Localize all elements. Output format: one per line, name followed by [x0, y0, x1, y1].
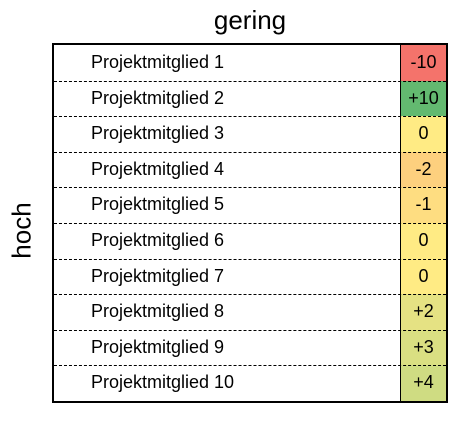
row-label: Projektmitglied 4 [91, 158, 225, 179]
value-cell: 0 [400, 258, 446, 295]
row-separator [54, 258, 446, 260]
row-label: Projektmitglied 6 [91, 230, 225, 250]
row-separator [54, 365, 446, 367]
value-cell: +2 [400, 294, 446, 330]
table-row: Projektmitglied 6 0 [54, 223, 446, 259]
row-separator [54, 80, 446, 82]
row-label: Projektmitglied 2 [91, 87, 225, 108]
row-label: Projektmitglied 7 [91, 265, 225, 286]
table-row: Projektmitglied 5 -1 [54, 187, 446, 223]
row-separator [54, 151, 446, 153]
table-row: Projektmitglied 8 +2 [54, 294, 446, 330]
table-row: Projektmitglied 1 -10 [54, 45, 446, 81]
value-cell: -1 [400, 187, 446, 223]
row-separator [54, 116, 446, 118]
column-axis-label: gering [213, 5, 287, 35]
table-row: Projektmitglied 10 +4 [54, 365, 446, 401]
row-separator [54, 187, 446, 189]
row-label: Projektmitglied 5 [91, 194, 225, 215]
table-row: Projektmitglied 4 -2 [54, 151, 446, 188]
table-row: Projektmitglied 7 0 [54, 258, 446, 295]
table-row: Projektmitglied 3 0 [54, 116, 446, 152]
value-cell: +3 [400, 329, 446, 366]
row-label: Projektmitglied 10 [91, 372, 235, 393]
table-row: Projektmitglied 2 +10 [54, 80, 446, 117]
row-label: Projektmitglied 8 [91, 301, 225, 322]
value-cell: -2 [400, 151, 446, 188]
row-label: Projektmitglied 9 [91, 336, 225, 357]
row-axis-label-wrapper: hoch [4, 190, 40, 270]
stakeholder-table: Projektmitglied 1 -10 Projektmitglied 2 +10… [52, 43, 448, 403]
value-cell: -10 [400, 45, 446, 81]
row-separator [54, 223, 446, 224]
row-separator [54, 294, 446, 296]
table-row: Projektmitglied 9 +3 [54, 329, 446, 366]
row-label: Projektmitglied 3 [91, 123, 225, 144]
value-cell: +4 [400, 365, 446, 401]
row-axis-label: hoch [6, 201, 37, 259]
row-separator [54, 329, 446, 331]
row-label: Projektmitglied 1 [91, 52, 225, 72]
value-cell: 0 [400, 116, 446, 152]
value-cell: +10 [400, 80, 446, 117]
value-cell: 0 [400, 223, 446, 259]
